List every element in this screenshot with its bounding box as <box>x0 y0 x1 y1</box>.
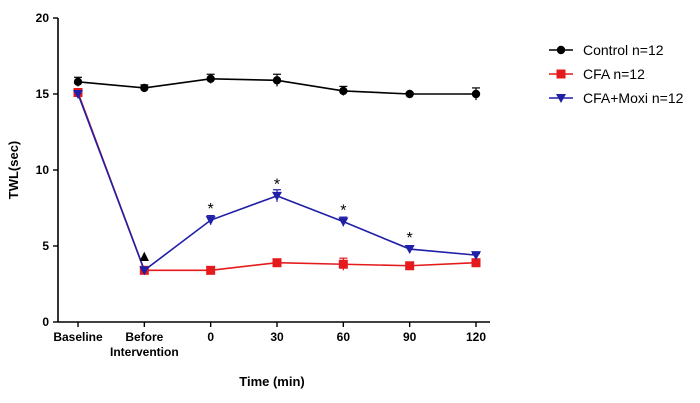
x-axis-title: Time (min) <box>239 374 305 389</box>
y-tick-label: 15 <box>36 87 50 101</box>
data-point <box>272 191 282 201</box>
annotations: ▲ * * * * <box>136 177 412 265</box>
legend-marker <box>556 69 566 79</box>
significance-marker: * <box>340 203 346 220</box>
x-tick-label: Before Intervention <box>110 330 179 359</box>
legend-item: CFA+Moxi n=12 <box>549 90 684 106</box>
x-tick-label: 0 <box>207 330 214 344</box>
legend-item: Control n=12 <box>549 42 664 58</box>
data-point <box>471 251 481 261</box>
significance-marker: * <box>274 177 280 194</box>
data-point <box>405 89 414 99</box>
x-tick-label: 60 <box>337 330 351 344</box>
significance-marker: ▲ <box>136 248 152 265</box>
legend-marker <box>556 45 566 55</box>
axes: 0 5 10 15 20 Baseline Before Intervention 0 30 60 9… <box>36 11 490 359</box>
legend-label: CFA n=12 <box>583 66 645 82</box>
x-tick-label: Baseline <box>53 330 103 344</box>
y-tick-label: 0 <box>42 315 49 329</box>
data-point <box>272 258 282 268</box>
y-tick-label: 5 <box>42 239 49 253</box>
data-point <box>73 77 83 87</box>
legend: Control n=12 CFA n=12 CFA+Moxi n=12 <box>549 42 684 106</box>
y-tick-label: 20 <box>36 11 50 25</box>
x-tick-label: 120 <box>466 330 486 344</box>
data-point <box>272 76 282 85</box>
data-point <box>339 86 348 96</box>
legend-marker <box>556 94 566 103</box>
data-point <box>206 74 215 84</box>
series-layer <box>73 73 481 276</box>
series-1 <box>73 73 481 101</box>
y-tick-label: 10 <box>36 163 50 177</box>
data-point <box>140 83 149 93</box>
data-point <box>471 89 481 99</box>
data-point <box>73 90 83 99</box>
data-point <box>139 266 150 276</box>
data-point <box>404 245 415 255</box>
significance-marker: * <box>407 230 413 247</box>
legend-item: CFA n=12 <box>549 66 645 82</box>
legend-label: Control n=12 <box>583 42 664 58</box>
data-point <box>338 259 348 269</box>
x-tick-label: 30 <box>270 330 284 344</box>
significance-marker: * <box>208 201 214 218</box>
x-tick-label: 90 <box>403 330 417 344</box>
data-point <box>405 261 415 271</box>
legend-label: CFA+Moxi n=12 <box>583 90 684 106</box>
y-axis-title: TWL(sec) <box>6 141 21 200</box>
data-point <box>206 265 216 275</box>
data-point <box>471 258 481 268</box>
series-3 <box>73 90 481 276</box>
data-point <box>205 216 216 226</box>
data-point <box>338 217 349 227</box>
